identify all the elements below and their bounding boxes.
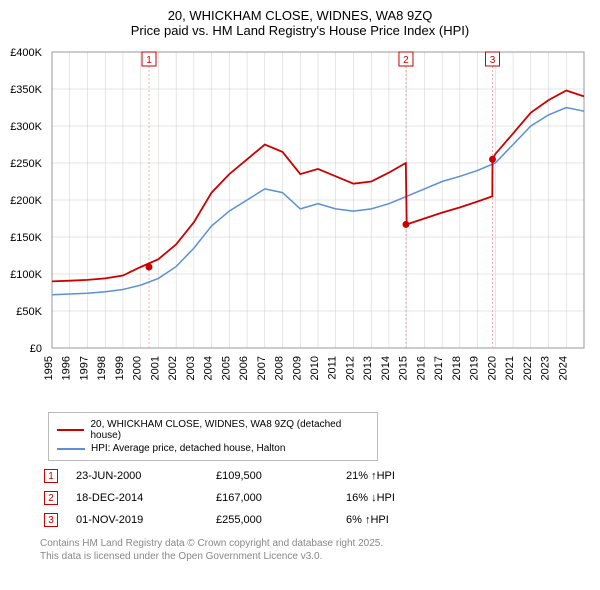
event-date-3: 01-NOV-2019 xyxy=(76,514,216,526)
svg-text:2021: 2021 xyxy=(504,356,516,380)
footer-line-2: This data is licensed under the Open Gov… xyxy=(40,550,590,563)
svg-text:2: 2 xyxy=(403,55,409,66)
svg-text:2007: 2007 xyxy=(256,356,268,380)
svg-text:2018: 2018 xyxy=(451,356,463,380)
svg-text:2016: 2016 xyxy=(415,356,427,380)
legend-label-price-paid: 20, WHICKHAM CLOSE, WIDNES, WA8 9ZQ (det… xyxy=(90,419,369,441)
event-date-1: 23-JUN-2000 xyxy=(76,470,216,482)
svg-text:2005: 2005 xyxy=(220,356,232,380)
svg-text:2009: 2009 xyxy=(291,356,303,380)
legend-swatch-hpi xyxy=(57,448,85,450)
svg-text:2010: 2010 xyxy=(309,356,321,380)
event-marker-1: 1 xyxy=(40,469,76,483)
svg-text:2024: 2024 xyxy=(557,356,569,380)
svg-text:£250K: £250K xyxy=(10,158,42,170)
event-price-1: £109,500 xyxy=(216,470,346,482)
chart-title: 20, WHICKHAM CLOSE, WIDNES, WA8 9ZQ xyxy=(0,0,600,23)
event-date-2: 18-DEC-2014 xyxy=(76,492,216,504)
svg-text:£200K: £200K xyxy=(10,195,42,207)
svg-text:1997: 1997 xyxy=(78,356,90,380)
svg-text:2002: 2002 xyxy=(167,356,179,380)
svg-text:2015: 2015 xyxy=(398,356,410,380)
svg-text:1996: 1996 xyxy=(61,356,73,380)
svg-text:2014: 2014 xyxy=(380,356,392,380)
svg-text:2020: 2020 xyxy=(486,356,498,380)
svg-text:2019: 2019 xyxy=(469,356,481,380)
event-box-2: 2 xyxy=(44,491,58,505)
chart-svg: £0£50K£100K£150K£200K£250K£300K£350K£400… xyxy=(48,48,588,408)
legend-row-hpi: HPI: Average price, detached house, Halt… xyxy=(57,443,369,454)
svg-text:2008: 2008 xyxy=(274,356,286,380)
event-marker-2: 2 xyxy=(40,491,76,505)
legend-row-price-paid: 20, WHICKHAM CLOSE, WIDNES, WA8 9ZQ (det… xyxy=(57,419,369,441)
footer: Contains HM Land Registry data © Crown c… xyxy=(40,537,590,563)
svg-text:1998: 1998 xyxy=(96,356,108,380)
chart-legend: 20, WHICKHAM CLOSE, WIDNES, WA8 9ZQ (det… xyxy=(48,412,378,461)
svg-text:1995: 1995 xyxy=(43,356,55,380)
svg-text:£0: £0 xyxy=(30,343,42,355)
event-table: 1 23-JUN-2000 £109,500 21%HPI 2 18-DEC-2… xyxy=(40,469,590,527)
svg-text:£350K: £350K xyxy=(10,84,42,96)
svg-text:2003: 2003 xyxy=(185,356,197,380)
svg-text:2006: 2006 xyxy=(238,356,250,380)
svg-text:£50K: £50K xyxy=(16,306,42,318)
svg-text:2011: 2011 xyxy=(327,356,339,380)
svg-text:1999: 1999 xyxy=(114,356,126,380)
chart-container: 20, WHICKHAM CLOSE, WIDNES, WA8 9ZQ Pric… xyxy=(0,0,600,590)
event-price-2: £167,000 xyxy=(216,492,346,504)
event-box-1: 1 xyxy=(44,469,58,483)
event-box-3: 3 xyxy=(44,513,58,527)
svg-text:£300K: £300K xyxy=(10,121,42,133)
event-marker-3: 3 xyxy=(40,513,76,527)
svg-text:2023: 2023 xyxy=(540,356,552,380)
svg-text:3: 3 xyxy=(490,55,496,66)
svg-text:2022: 2022 xyxy=(522,356,534,380)
svg-text:2004: 2004 xyxy=(203,356,215,380)
svg-text:2012: 2012 xyxy=(344,356,356,380)
svg-text:2001: 2001 xyxy=(149,356,161,380)
legend-swatch-price-paid xyxy=(57,429,84,431)
svg-text:2013: 2013 xyxy=(362,356,374,380)
arrow-down-icon xyxy=(368,492,377,504)
chart-subtitle: Price paid vs. HM Land Registry's House … xyxy=(0,23,600,38)
event-delta-3: 6%HPI xyxy=(346,514,456,526)
event-price-3: £255,000 xyxy=(216,514,346,526)
svg-text:£150K: £150K xyxy=(10,232,42,244)
event-delta-2: 16%HPI xyxy=(346,492,456,504)
event-delta-1: 21%HPI xyxy=(346,470,456,482)
svg-text:2017: 2017 xyxy=(433,356,445,380)
chart-plot-area: £0£50K£100K£150K£200K£250K£300K£350K£400… xyxy=(48,48,590,408)
svg-text:1: 1 xyxy=(146,55,152,66)
footer-line-1: Contains HM Land Registry data © Crown c… xyxy=(40,537,590,550)
svg-text:2000: 2000 xyxy=(132,356,144,380)
arrow-up-icon xyxy=(368,470,377,482)
svg-text:£100K: £100K xyxy=(10,269,42,281)
svg-text:£400K: £400K xyxy=(10,47,42,59)
legend-label-hpi: HPI: Average price, detached house, Halt… xyxy=(91,443,285,454)
